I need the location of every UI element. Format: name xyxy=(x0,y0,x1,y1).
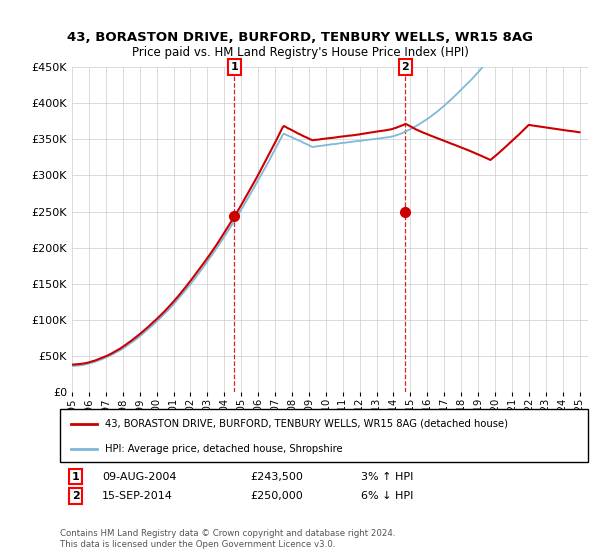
Text: Contains HM Land Registry data © Crown copyright and database right 2024.
This d: Contains HM Land Registry data © Crown c… xyxy=(60,529,395,549)
Text: £243,500: £243,500 xyxy=(250,472,303,482)
Text: 3% ↑ HPI: 3% ↑ HPI xyxy=(361,472,413,482)
Text: 1: 1 xyxy=(230,62,238,72)
Text: Price paid vs. HM Land Registry's House Price Index (HPI): Price paid vs. HM Land Registry's House … xyxy=(131,46,469,59)
Text: 2: 2 xyxy=(401,62,409,72)
Text: £250,000: £250,000 xyxy=(250,491,303,501)
Text: 15-SEP-2014: 15-SEP-2014 xyxy=(102,491,173,501)
Text: 43, BORASTON DRIVE, BURFORD, TENBURY WELLS, WR15 8AG: 43, BORASTON DRIVE, BURFORD, TENBURY WEL… xyxy=(67,31,533,44)
Text: 43, BORASTON DRIVE, BURFORD, TENBURY WELLS, WR15 8AG (detached house): 43, BORASTON DRIVE, BURFORD, TENBURY WEL… xyxy=(105,419,508,429)
Text: 2: 2 xyxy=(72,491,80,501)
Text: 09-AUG-2004: 09-AUG-2004 xyxy=(102,472,177,482)
Text: 6% ↓ HPI: 6% ↓ HPI xyxy=(361,491,413,501)
Text: HPI: Average price, detached house, Shropshire: HPI: Average price, detached house, Shro… xyxy=(105,444,343,454)
Text: 1: 1 xyxy=(72,472,80,482)
